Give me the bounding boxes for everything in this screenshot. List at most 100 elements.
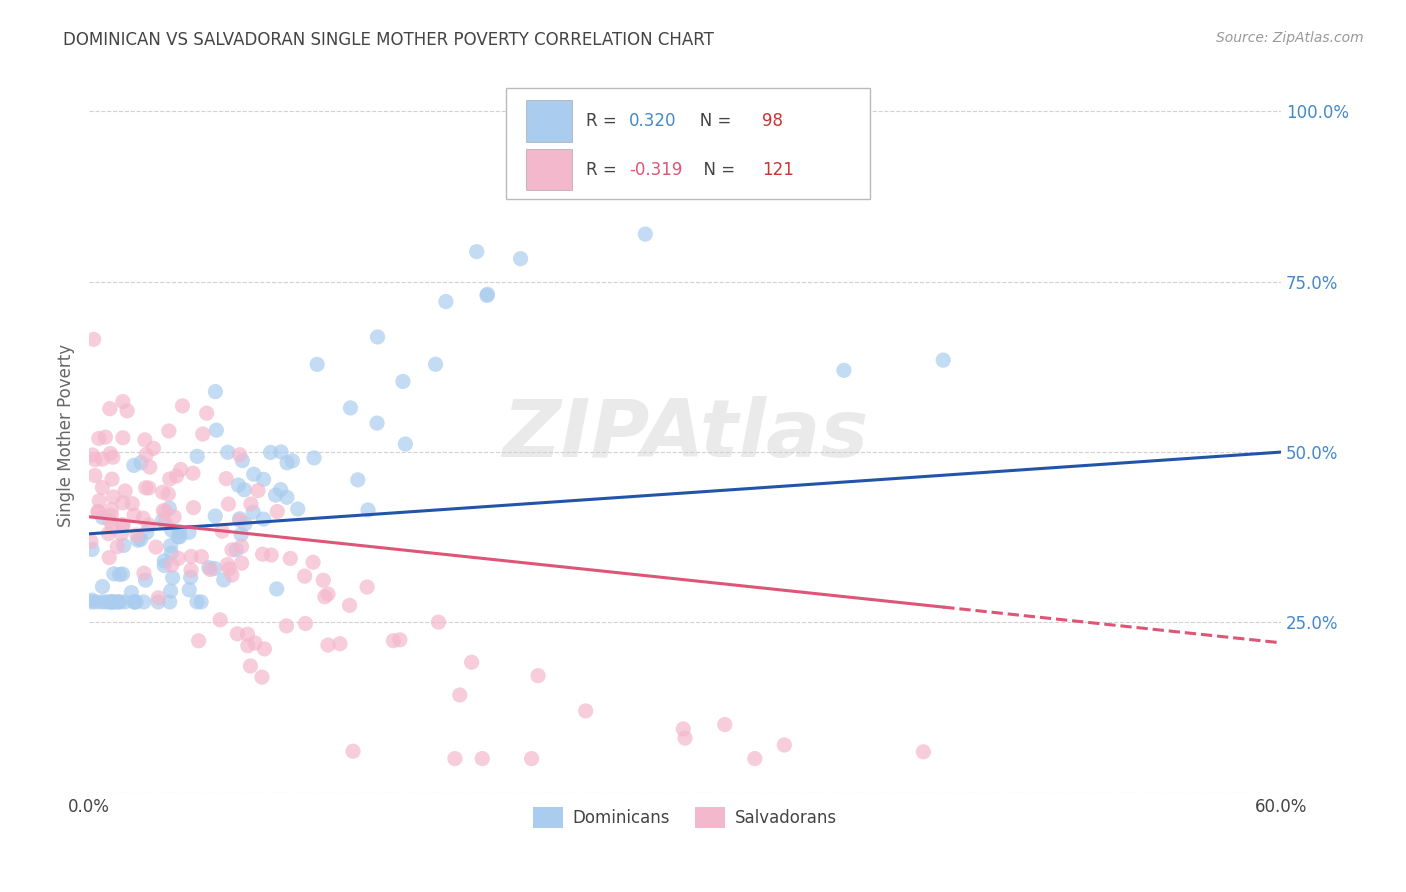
Point <box>233 516 256 531</box>
Legend: Dominicans, Salvadorans: Dominicans, Salvadorans <box>526 801 844 834</box>
Point <box>312 573 335 587</box>
Point <box>91 481 114 495</box>
Point <box>94 595 117 609</box>
Point <box>169 530 191 544</box>
Point <box>172 399 194 413</box>
Point <box>475 288 498 302</box>
Point <box>134 433 156 447</box>
Point <box>101 520 124 534</box>
Point <box>204 384 226 399</box>
Point <box>180 563 202 577</box>
Point <box>187 633 209 648</box>
Point <box>135 481 157 495</box>
Point <box>281 454 304 468</box>
Point <box>91 510 114 524</box>
Point <box>191 427 214 442</box>
Point <box>160 546 183 560</box>
Point <box>228 512 250 526</box>
Point <box>166 469 188 483</box>
Point <box>103 490 125 504</box>
Point <box>231 527 253 541</box>
Point <box>186 595 208 609</box>
Point <box>252 512 274 526</box>
Point <box>688 120 710 135</box>
Point <box>153 554 176 568</box>
Point <box>471 751 494 765</box>
Point <box>239 659 262 673</box>
Point <box>103 566 125 581</box>
Point <box>177 525 200 540</box>
Point <box>477 287 499 301</box>
Point <box>167 530 190 544</box>
Point <box>253 641 276 656</box>
Point <box>367 330 389 344</box>
Point <box>527 668 550 682</box>
Point <box>366 416 388 430</box>
Point <box>276 456 298 470</box>
Point <box>221 568 243 582</box>
Bar <box>526 149 572 190</box>
Point <box>382 633 405 648</box>
Point <box>190 549 212 564</box>
Point <box>217 445 239 459</box>
Point <box>122 595 145 609</box>
Point <box>94 430 117 444</box>
Point <box>460 655 482 669</box>
Point <box>98 513 121 527</box>
Point <box>190 595 212 609</box>
Text: N =: N = <box>683 112 737 129</box>
Point <box>186 450 208 464</box>
Point <box>266 504 288 518</box>
Text: DOMINICAN VS SALVADORAN SINGLE MOTHER POVERTY CORRELATION CHART: DOMINICAN VS SALVADORAN SINGLE MOTHER PO… <box>63 31 714 49</box>
Point <box>80 542 103 557</box>
Point <box>127 533 149 548</box>
Point <box>236 627 259 641</box>
Point <box>242 467 264 482</box>
Point <box>231 453 253 467</box>
Point <box>449 688 471 702</box>
Point <box>110 526 132 541</box>
Text: N =: N = <box>693 161 741 178</box>
Point <box>101 472 124 486</box>
Point <box>120 585 142 599</box>
Point <box>125 595 148 609</box>
Point <box>260 548 283 562</box>
Point <box>253 472 276 486</box>
Point <box>169 462 191 476</box>
Point <box>157 501 180 516</box>
Point <box>132 595 155 609</box>
Point <box>145 540 167 554</box>
Point <box>183 500 205 515</box>
Point <box>150 514 173 528</box>
Point <box>392 375 415 389</box>
Point <box>356 580 378 594</box>
Point <box>215 472 238 486</box>
Point <box>111 566 134 581</box>
Point <box>98 550 121 565</box>
Text: R =: R = <box>586 112 621 129</box>
Point <box>152 504 174 518</box>
Point <box>122 508 145 523</box>
Point <box>339 599 361 613</box>
Text: ZIPAtlas: ZIPAtlas <box>502 396 868 474</box>
Point <box>157 424 180 438</box>
Point <box>153 516 176 531</box>
Point <box>236 639 259 653</box>
Point <box>82 448 104 462</box>
Point <box>82 593 104 607</box>
Point <box>259 445 281 459</box>
Point <box>672 722 695 736</box>
Point <box>142 442 165 456</box>
Point <box>83 468 105 483</box>
Point <box>307 358 329 372</box>
Point <box>204 509 226 524</box>
Point <box>294 616 316 631</box>
Point <box>217 558 239 572</box>
Point <box>211 524 233 538</box>
Point <box>200 562 222 576</box>
Point <box>159 584 181 599</box>
Text: R =: R = <box>586 161 621 178</box>
Point <box>205 423 228 437</box>
Point <box>357 503 380 517</box>
Point <box>427 615 450 629</box>
